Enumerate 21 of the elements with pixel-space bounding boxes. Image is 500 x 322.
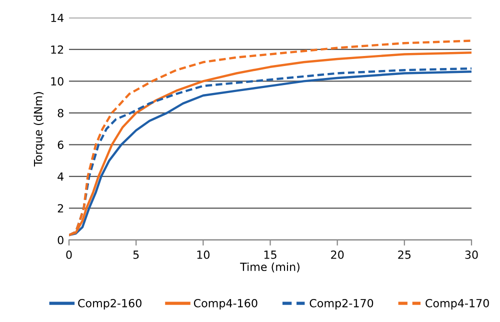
x-tick-label: 0	[66, 250, 72, 259]
x-tick-label: 30	[465, 250, 478, 259]
legend-label: Comp4-170	[426, 298, 489, 310]
y-tick-label: 12	[51, 45, 64, 54]
y-tick-label: 4	[58, 172, 64, 181]
x-tick-label: 10	[197, 250, 210, 259]
y-tick-label: 0	[58, 236, 64, 244]
legend-label: Comp2-170	[310, 298, 374, 310]
y-axis-title: Torque (dNm)	[34, 92, 44, 167]
y-tick-label: 6	[58, 140, 64, 150]
y-tick-label: 2	[58, 204, 64, 212]
legend-label: Comp2-160	[78, 298, 142, 310]
legend-label: Comp4-160	[194, 298, 258, 310]
x-tick-label: 25	[398, 250, 411, 259]
x-tick-label: 15	[264, 250, 276, 259]
y-tick-label: 10	[51, 77, 64, 86]
x-tick-label: 20	[331, 250, 344, 259]
y-tick-label: 14	[51, 14, 64, 22]
x-tick-label: 5	[133, 250, 139, 259]
x-axis-title: Time (min)	[240, 262, 300, 272]
y-tick-label: 8	[58, 108, 64, 118]
